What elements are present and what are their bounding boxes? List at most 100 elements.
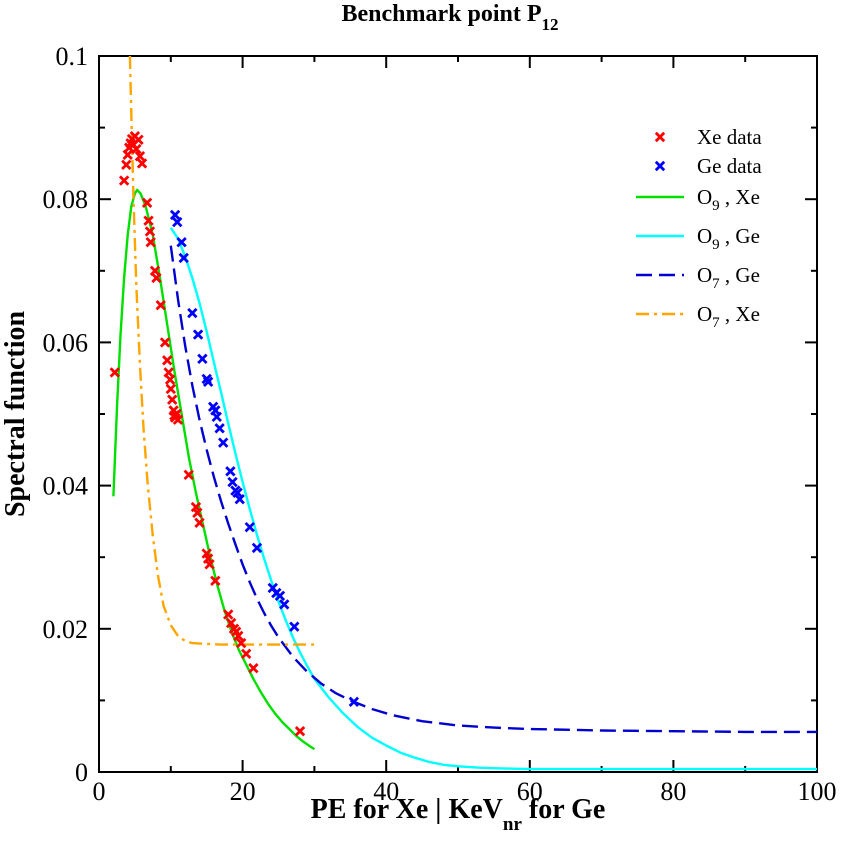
ge-data-point	[227, 476, 238, 488]
xe-data-point	[172, 414, 184, 425]
xe-data-point-stroke-b	[149, 265, 161, 276]
ge-data-point-stroke-b	[197, 353, 208, 365]
xe-data-point-stroke-b	[163, 367, 174, 378]
xe-data-point	[144, 226, 156, 237]
y-tick-label: 0.06	[43, 328, 89, 357]
ge-data-point-stroke-b	[225, 466, 236, 477]
y-tick-label: 0.1	[56, 42, 89, 71]
xe-data-point	[155, 299, 166, 311]
legend-label-ge-data: Ge data	[697, 154, 762, 178]
xe-data-point	[235, 637, 247, 649]
xe-data-point	[131, 143, 142, 155]
xe-data-point	[223, 609, 234, 620]
xe-data-point	[143, 215, 154, 226]
x-tick-label: 80	[660, 777, 686, 806]
x-tick-label: 60	[517, 777, 543, 806]
xe-data-point-stroke-b	[151, 272, 162, 284]
ge-data-point	[218, 437, 229, 448]
ge-data-point	[279, 599, 290, 610]
xe-data-point-stroke-b	[144, 226, 156, 237]
legend-label-main: O	[697, 224, 712, 248]
xe-data-point	[164, 374, 176, 385]
series-line-o7-xe	[128, 56, 315, 646]
xe-data-point-stroke-b	[223, 609, 234, 620]
ge-data-point	[176, 236, 187, 248]
series-line-o9-ge	[169, 227, 817, 771]
xe-data-point	[149, 265, 161, 276]
xe-data-point	[159, 337, 171, 348]
legend-label-main: O	[697, 185, 712, 209]
xe-data-point	[167, 394, 178, 405]
ge-data-point	[214, 423, 225, 434]
ge-data-point	[274, 590, 286, 602]
legend-label-suffix: , Ge	[720, 263, 760, 287]
ge-data-point-stroke-b	[202, 376, 214, 387]
ge-data-point	[202, 376, 214, 387]
legend-label-subscript: 9	[712, 198, 720, 214]
xe-data-point	[204, 559, 215, 570]
xe-data-point-stroke-b	[204, 559, 215, 570]
xe-data-point	[194, 517, 205, 529]
legend-marker-ge-data-stroke-b	[654, 160, 666, 172]
xe-data-point-stroke-b	[145, 236, 156, 248]
xe-data-point-stroke-b	[164, 374, 176, 385]
xe-data-point	[151, 272, 162, 284]
legend-label-o9-ge: O9 , Ge	[697, 224, 760, 253]
ge-data-point	[192, 329, 204, 340]
ge-data-point-stroke-b	[172, 216, 183, 228]
xe-data-point-stroke-b	[241, 648, 252, 660]
xe-data-point-stroke-b	[294, 725, 306, 737]
xe-data-point-stroke-b	[225, 617, 237, 629]
xe-data-point-stroke-b	[248, 662, 259, 674]
ge-data-point-stroke-b	[227, 476, 238, 488]
legend-label-xe-data: Xe data	[697, 125, 762, 149]
legend-marker-xe-data-stroke-b	[654, 131, 666, 143]
x-axis-label-part2: for Ge	[522, 794, 605, 825]
xe-data-point	[122, 149, 133, 160]
xe-data-point	[225, 617, 237, 629]
xe-data-point-stroke-b	[122, 149, 133, 160]
ge-data-point-stroke-b	[192, 329, 204, 340]
y-tick-label: 0.08	[43, 185, 89, 214]
xe-data-point	[118, 175, 130, 186]
xe-data-point-stroke-b	[162, 355, 173, 366]
ge-data-point-stroke-b	[274, 590, 286, 602]
xe-data-point	[233, 630, 244, 642]
xe-data-point-stroke-b	[233, 630, 244, 642]
ge-data-point	[197, 353, 208, 365]
legend-label-o7-ge: O7 , Ge	[697, 263, 760, 292]
xe-data-point	[248, 662, 259, 674]
xe-data-point-stroke-b	[159, 337, 171, 348]
ge-data-point	[348, 696, 360, 708]
xe-data-point-stroke-b	[134, 151, 146, 162]
chart-title-main: Benchmark point P	[341, 1, 541, 27]
x-axis-label-subscript: nr	[503, 814, 523, 835]
ge-data-point	[178, 252, 189, 264]
xe-data-point	[136, 158, 148, 169]
ge-data-point-stroke-b	[232, 487, 243, 498]
ge-data-point-stroke-b	[214, 423, 225, 434]
legend-label-suffix: , Ge	[720, 224, 760, 248]
xe-data-point-stroke-b	[230, 626, 242, 637]
series-line-o7-ge	[169, 245, 817, 734]
xe-data-point	[109, 367, 120, 378]
ge-data-point	[234, 494, 245, 505]
ge-data-point	[187, 307, 198, 319]
legend-label-o9-xe: O9 , Xe	[697, 185, 760, 214]
xe-data-point-stroke-b	[155, 299, 166, 311]
ge-data-point-stroke-b	[267, 582, 278, 594]
legend-label-main: O	[697, 263, 712, 287]
legend-label-o7-xe: O7 , Xe	[697, 302, 760, 331]
ge-data-point	[232, 487, 243, 498]
y-tick-label: 0.04	[43, 472, 89, 501]
ge-data-point-stroke-b	[176, 236, 187, 248]
x-tick-label: 100	[798, 777, 837, 806]
xe-data-point-stroke-b	[131, 143, 142, 155]
ge-data-point-stroke-b	[348, 696, 360, 708]
xe-data-point-stroke-b	[172, 414, 184, 425]
ge-data-point-stroke-b	[169, 209, 181, 221]
legend-label-subscript: 7	[712, 276, 720, 292]
xe-data-point	[165, 383, 176, 395]
xe-data-point-stroke-b	[235, 637, 247, 649]
